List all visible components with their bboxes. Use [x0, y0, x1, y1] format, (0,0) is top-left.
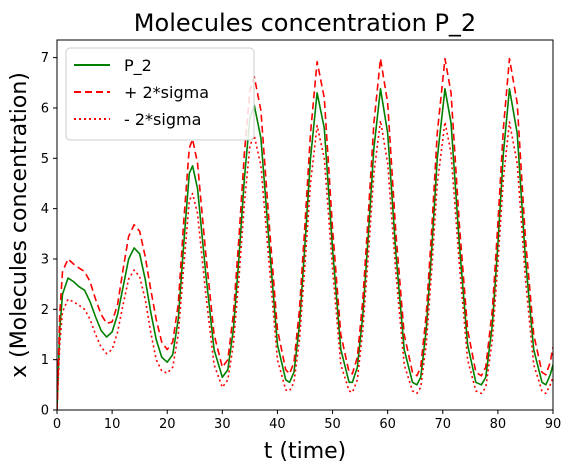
y-tick-label: 6 — [41, 101, 49, 116]
x-tick-label: 10 — [104, 417, 121, 432]
y-tick-label: 7 — [41, 51, 49, 66]
plot-frame — [56, 39, 554, 411]
series-line-2 — [57, 119, 553, 410]
x-tick-label: 0 — [53, 417, 61, 432]
y-tick-label: 0 — [41, 404, 49, 419]
y-tick-label: 5 — [41, 152, 49, 167]
legend-label-p2: P_2 — [124, 56, 152, 76]
legend: P_2 + 2*sigma - 2*sigma — [65, 47, 255, 141]
series-line-0 — [57, 88, 553, 410]
y-tick-label: 2 — [41, 303, 49, 318]
x-axis-label: t (time) — [264, 439, 347, 464]
y-tick-label: 3 — [41, 252, 49, 267]
x-tick-label: 60 — [379, 417, 396, 432]
legend-label-minus-2-sigma: - 2*sigma — [124, 110, 201, 129]
x-axis-ticks: 0 10 20 30 40 50 60 70 80 90 — [53, 410, 561, 432]
legend-label-plus-2-sigma: + 2*sigma — [124, 83, 209, 102]
series-layer — [57, 57, 553, 410]
y-axis-ticks: 0 1 2 3 4 5 6 7 — [41, 51, 57, 419]
x-tick-label: 50 — [324, 417, 341, 432]
y-axis-label: x (Molecules concentration) — [7, 72, 32, 378]
chart-title: Molecules concentration P_2 — [134, 9, 476, 37]
x-tick-label: 70 — [435, 417, 452, 432]
x-tick-label: 40 — [269, 417, 286, 432]
x-tick-label: 20 — [159, 417, 176, 432]
x-tick-label: 30 — [214, 417, 231, 432]
legend-box — [65, 47, 255, 141]
x-tick-label: 90 — [545, 417, 562, 432]
series-line-1 — [57, 57, 553, 410]
x-tick-label: 80 — [490, 417, 507, 432]
y-tick-label: 1 — [41, 353, 49, 368]
y-tick-label: 4 — [41, 202, 49, 217]
